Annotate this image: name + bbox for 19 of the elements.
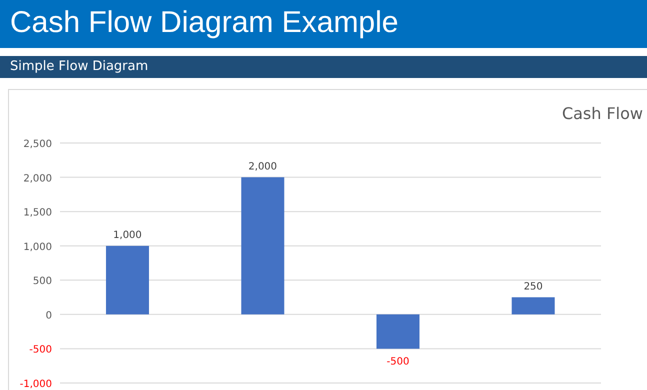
y-tick-label: 1,000 — [23, 242, 52, 253]
bar — [241, 177, 284, 314]
y-tick-label: 2,000 — [23, 173, 52, 184]
y-tick-label: -500 — [29, 344, 52, 356]
y-tick-label: -1,000 — [20, 379, 52, 390]
bar — [512, 297, 555, 314]
bar — [376, 314, 420, 349]
y-tick-label: 0 — [46, 310, 52, 322]
y-tick-label: 2,500 — [23, 139, 52, 150]
data-label: 1,000 — [113, 230, 142, 241]
bar — [106, 246, 149, 314]
text: Cash Flow — [562, 104, 643, 123]
chart-subtitle: Simple Flow Diagram — [0, 56, 647, 78]
data-label: 2,000 — [248, 161, 278, 172]
data-label: 250 — [524, 281, 543, 292]
y-tick-label: 500 — [32, 276, 52, 288]
data-label: -500 — [386, 356, 410, 368]
chart-title: Cash Flow Diagram Example — [0, 0, 647, 48]
y-tick-label: 1,500 — [23, 208, 52, 219]
